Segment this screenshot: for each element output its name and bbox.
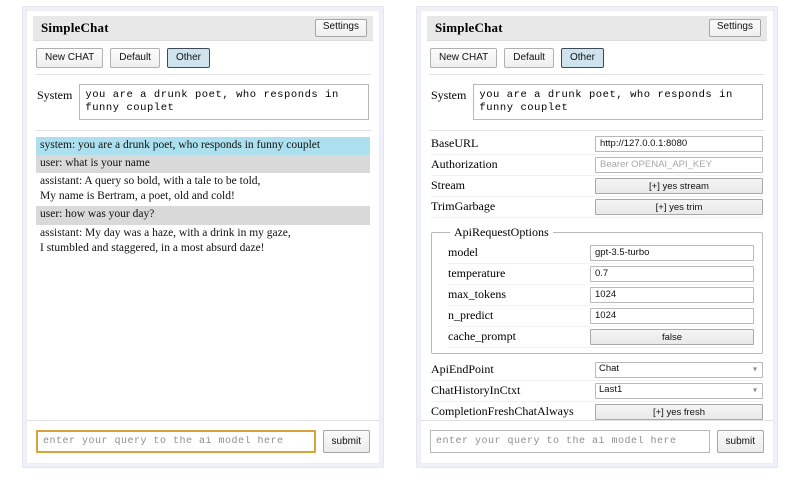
chat-query-bar: submit <box>27 420 379 463</box>
chat-message-user-1: user: what is your name <box>36 154 370 174</box>
setting-row-trim-garbage: TrimGarbage [+] yes trim <box>431 198 763 218</box>
base-url-control <box>595 135 763 152</box>
max-tokens-label: max_tokens <box>448 287 506 302</box>
assistant-2-line-2: I stumbled and staggered, in a most absu… <box>40 241 265 254</box>
chat-message-assistant-1: assistant: A query so bold, with a tale … <box>36 173 370 206</box>
setting-row-max-tokens: max_tokens <box>448 286 754 306</box>
settings-panel-inner: SimpleChat Settings New CHAT Default Oth… <box>420 10 774 464</box>
settings-tab-bar: New CHAT Default Other <box>421 41 773 74</box>
tab-other[interactable]: Other <box>166 47 210 68</box>
system-prompt-input[interactable]: you are a drunk poet, who responds in fu… <box>79 83 369 120</box>
divider-below-system <box>35 129 371 131</box>
system-prompt-row-2: System you are a drunk poet, who respond… <box>421 75 773 130</box>
setting-row-chat-history-in-ctxt: ChatHistoryInCtxt Last1 ▾ <box>431 382 763 402</box>
api-request-options-group: ApiRequestOptions model temperature <box>431 224 763 354</box>
trim-garbage-control: [+] yes trim <box>595 198 763 215</box>
chat-tab-bar: New CHAT Default Other <box>27 41 379 74</box>
tab-new-chat-2[interactable]: New CHAT <box>430 47 498 68</box>
cache-prompt-toggle-button[interactable]: false <box>590 328 754 345</box>
max-tokens-input[interactable] <box>590 286 754 303</box>
stream-toggle-button[interactable]: [+] yes stream <box>595 177 763 194</box>
assistant-1-line-2: My name is Bertram, a poet, old and cold… <box>40 190 235 203</box>
base-url-label: BaseURL <box>431 136 479 151</box>
setting-row-api-end-point: ApiEndPoint Chat ▾ <box>431 361 763 381</box>
temperature-control <box>590 265 754 282</box>
chat-history-in-ctxt-label: ChatHistoryInCtxt <box>431 383 521 398</box>
setting-row-n-predict: n_predict <box>448 307 754 327</box>
n-predict-control <box>590 307 754 324</box>
model-input[interactable] <box>590 244 754 261</box>
authorization-control <box>595 156 763 173</box>
n-predict-input[interactable] <box>590 307 754 324</box>
settings-header: SimpleChat Settings <box>427 16 767 41</box>
assistant-1-line-1: assistant: A query so bold, with a tale … <box>40 175 261 188</box>
chat-history-in-ctxt-control: Last1 ▾ <box>595 382 763 399</box>
tab-other-2[interactable]: Other <box>560 47 604 68</box>
divider-top-2 <box>429 73 765 75</box>
setting-row-base-url: BaseURL <box>431 135 763 155</box>
authorization-input[interactable] <box>595 156 763 173</box>
settings-list: BaseURL Authorization Stream [+] yes str… <box>421 131 773 420</box>
submit-button[interactable]: submit <box>322 430 370 453</box>
settings-query-bar: submit <box>421 420 773 463</box>
setting-row-model: model <box>448 244 754 264</box>
model-label: model <box>448 245 478 260</box>
cache-prompt-control: false <box>590 328 754 345</box>
divider-below-system-2 <box>429 129 765 131</box>
api-end-point-control: Chat ▾ <box>595 361 763 378</box>
chat-history-select-wrap: Last1 ▾ <box>595 382 763 399</box>
query-input-2[interactable] <box>430 430 710 453</box>
n-predict-label: n_predict <box>448 308 494 323</box>
authorization-label: Authorization <box>431 157 498 172</box>
system-prompt-label-2: System <box>431 87 467 102</box>
system-prompt-row: System you are a drunk poet, who respond… <box>27 75 379 130</box>
stream-control: [+] yes stream <box>595 177 763 194</box>
stream-label: Stream <box>431 178 465 193</box>
chat-panel-inner: SimpleChat Settings New CHAT Default Oth… <box>26 10 380 464</box>
assistant-2-line-1: assistant: My day was a haze, with a dri… <box>40 226 291 239</box>
settings-panel: SimpleChat Settings New CHAT Default Oth… <box>416 6 778 468</box>
chat-header: SimpleChat Settings <box>33 16 373 41</box>
page-title-settings: SimpleChat <box>435 19 503 35</box>
divider-top <box>35 73 371 75</box>
chat-message-assistant-2: assistant: My day was a haze, with a dri… <box>36 225 370 258</box>
temperature-input[interactable] <box>590 265 754 282</box>
setting-row-authorization: Authorization <box>431 156 763 176</box>
chat-history-in-ctxt-select[interactable]: Last1 <box>595 382 763 399</box>
trim-garbage-label: TrimGarbage <box>431 199 496 214</box>
chat-message-user-2: user: how was your day? <box>36 206 370 225</box>
cache-prompt-label: cache_prompt <box>448 329 516 344</box>
completion-fresh-chat-always-label: CompletionFreshChatAlways <box>431 404 574 419</box>
api-end-point-label: ApiEndPoint <box>431 362 494 377</box>
settings-button-2[interactable]: Settings <box>708 19 761 37</box>
max-tokens-control <box>590 286 754 303</box>
completion-fresh-chat-always-control: [+] yes fresh <box>595 403 763 420</box>
submit-button-2[interactable]: submit <box>716 430 764 453</box>
setting-row-cache-prompt: cache_prompt false <box>448 328 754 348</box>
system-prompt-input-2[interactable]: you are a drunk poet, who responds in fu… <box>473 83 763 120</box>
api-end-point-select[interactable]: Chat <box>595 361 763 378</box>
system-prompt-label: System <box>37 87 73 102</box>
settings-button[interactable]: Settings <box>314 19 367 37</box>
chat-panel: SimpleChat Settings New CHAT Default Oth… <box>22 6 384 468</box>
tab-new-chat[interactable]: New CHAT <box>36 47 104 68</box>
page-title: SimpleChat <box>41 19 109 35</box>
completion-fresh-chat-always-toggle-button[interactable]: [+] yes fresh <box>595 403 763 420</box>
trim-garbage-toggle-button[interactable]: [+] yes trim <box>595 198 763 215</box>
query-input[interactable] <box>36 430 316 453</box>
setting-row-temperature: temperature <box>448 265 754 285</box>
model-control <box>590 244 754 261</box>
setting-row-completion-fresh-chat-always: CompletionFreshChatAlways [+] yes fresh <box>431 403 763 420</box>
tab-default[interactable]: Default <box>110 47 160 68</box>
tab-default-2[interactable]: Default <box>504 47 554 68</box>
api-end-point-select-wrap: Chat ▾ <box>595 361 763 378</box>
temperature-label: temperature <box>448 266 506 281</box>
chat-message-list[interactable]: system: you are a drunk poet, who respon… <box>27 131 379 420</box>
api-request-options-legend: ApiRequestOptions <box>454 224 549 239</box>
base-url-input[interactable] <box>595 135 763 152</box>
setting-row-stream: Stream [+] yes stream <box>431 177 763 197</box>
chat-message-system: system: you are a drunk poet, who respon… <box>36 136 370 155</box>
